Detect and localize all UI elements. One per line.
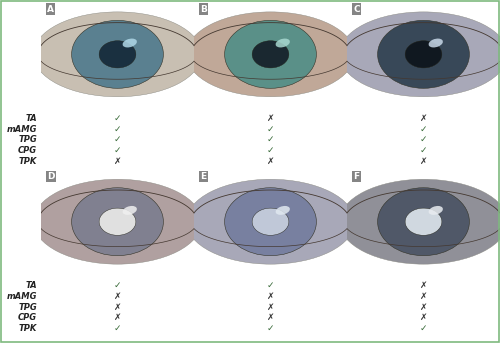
Circle shape: [405, 208, 442, 235]
Ellipse shape: [122, 38, 137, 47]
Text: C: C: [353, 4, 360, 13]
Text: TPK: TPK: [18, 156, 37, 166]
Text: D: D: [47, 172, 54, 181]
Text: ✓: ✓: [114, 324, 121, 333]
Circle shape: [378, 188, 470, 256]
Text: ✗: ✗: [420, 313, 427, 322]
Text: ✓: ✓: [267, 281, 274, 291]
Ellipse shape: [340, 12, 500, 97]
Text: ✓: ✓: [267, 324, 274, 333]
Text: ✗: ✗: [420, 303, 427, 312]
Text: ✓: ✓: [420, 135, 427, 144]
Circle shape: [99, 208, 136, 235]
Circle shape: [252, 208, 289, 235]
Text: ✓: ✓: [114, 281, 121, 291]
Text: ✗: ✗: [267, 114, 274, 123]
Text: CPG: CPG: [18, 313, 37, 322]
Text: ✓: ✓: [420, 146, 427, 155]
Text: TA: TA: [26, 114, 37, 123]
Text: ✗: ✗: [267, 292, 274, 301]
Text: TPG: TPG: [18, 135, 37, 144]
Ellipse shape: [340, 179, 500, 264]
Ellipse shape: [34, 179, 202, 264]
Text: B: B: [200, 4, 207, 13]
Text: A: A: [47, 4, 54, 13]
Text: ✓: ✓: [114, 114, 121, 123]
Ellipse shape: [34, 12, 202, 97]
Text: ✓: ✓: [114, 125, 121, 134]
Text: ✓: ✓: [114, 135, 121, 144]
Text: TPK: TPK: [18, 324, 37, 333]
Ellipse shape: [122, 206, 137, 215]
Text: ✗: ✗: [114, 292, 121, 301]
Circle shape: [99, 41, 136, 68]
Ellipse shape: [276, 206, 290, 215]
Text: mAMG: mAMG: [6, 125, 37, 134]
Text: ✗: ✗: [420, 292, 427, 301]
Ellipse shape: [276, 38, 290, 47]
Text: ✗: ✗: [267, 303, 274, 312]
Text: ✗: ✗: [267, 313, 274, 322]
Text: F: F: [353, 172, 359, 181]
Ellipse shape: [186, 12, 354, 97]
Text: ✗: ✗: [114, 156, 121, 166]
Text: ✗: ✗: [114, 313, 121, 322]
Text: mAMG: mAMG: [6, 292, 37, 301]
Text: ✓: ✓: [420, 125, 427, 134]
Text: ✗: ✗: [420, 281, 427, 291]
Circle shape: [224, 20, 316, 88]
Ellipse shape: [428, 38, 443, 47]
Circle shape: [378, 20, 470, 88]
Text: CPG: CPG: [18, 146, 37, 155]
Ellipse shape: [186, 179, 354, 264]
Text: E: E: [200, 172, 206, 181]
Circle shape: [224, 188, 316, 256]
Circle shape: [252, 41, 289, 68]
Text: ✗: ✗: [420, 156, 427, 166]
Text: TPG: TPG: [18, 303, 37, 312]
Text: ✓: ✓: [420, 324, 427, 333]
Text: ✗: ✗: [420, 114, 427, 123]
Text: ✓: ✓: [267, 146, 274, 155]
Circle shape: [405, 41, 442, 68]
Text: ✓: ✓: [114, 146, 121, 155]
Text: ✗: ✗: [267, 156, 274, 166]
Text: ✓: ✓: [267, 135, 274, 144]
Text: ✓: ✓: [267, 125, 274, 134]
Text: TA: TA: [26, 281, 37, 291]
Circle shape: [72, 20, 164, 88]
Text: ✗: ✗: [114, 303, 121, 312]
Ellipse shape: [428, 206, 443, 215]
Circle shape: [72, 188, 164, 256]
